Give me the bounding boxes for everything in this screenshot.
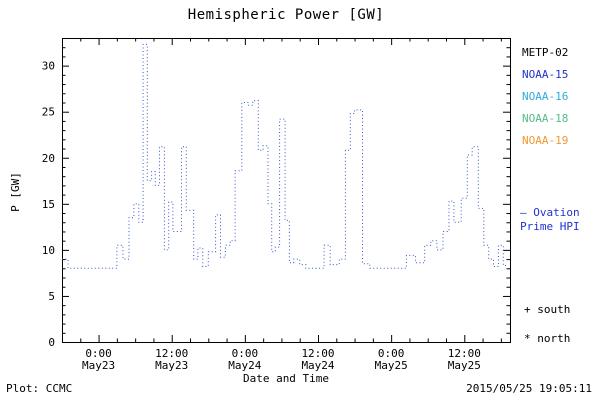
north-marker-legend: * north xyxy=(524,332,570,345)
legend-satellite-noaa-19: NOAA-19 xyxy=(522,134,569,147)
x-tick-time-label: 12:00 xyxy=(448,347,481,360)
tick-labels: 0510152025300:00May2312:00May230:00May24… xyxy=(42,60,481,372)
south-marker-label: south xyxy=(537,303,571,316)
north-marker-label: north xyxy=(537,332,571,345)
legend-satellite-noaa-16: NOAA-16 xyxy=(522,90,569,103)
generation-timestamp: 2015/05/25 19:05:11 xyxy=(466,382,592,395)
y-tick-label: 0 xyxy=(48,336,55,349)
plus-marker-icon: + xyxy=(524,303,531,316)
ovation-label-line-1: — Ovation xyxy=(520,206,580,219)
x-tick-time-label: 0:00 xyxy=(85,347,112,360)
x-tick-time-label: 0:00 xyxy=(232,347,259,360)
x-tick-time-label: 0:00 xyxy=(378,347,405,360)
y-tick-label: 15 xyxy=(42,198,55,211)
x-tick-time-label: 12:00 xyxy=(155,347,188,360)
y-tick-label: 10 xyxy=(42,244,55,257)
y-axis-label: P [GW] xyxy=(9,172,22,212)
x-tick-date-label: May25 xyxy=(375,359,408,372)
legend-satellite-metp-02: METP-02 xyxy=(522,46,569,59)
asterisk-marker-icon: * xyxy=(524,332,531,345)
y-tick-label: 25 xyxy=(42,106,55,119)
legend-satellite-noaa-15: NOAA-15 xyxy=(522,68,569,81)
x-tick-date-label: May24 xyxy=(301,359,334,372)
x-tick-date-label: May23 xyxy=(82,359,115,372)
x-tick-date-label: May25 xyxy=(448,359,481,372)
ovation-prime-hpi-label: — Ovation Prime HPI xyxy=(520,206,580,234)
y-tick-label: 5 xyxy=(48,290,55,303)
south-marker-legend: + south xyxy=(524,303,570,316)
y-tick-label: 30 xyxy=(42,60,55,73)
x-tick-date-label: May24 xyxy=(228,359,261,372)
x-tick-date-label: May23 xyxy=(155,359,188,372)
axis-ticks xyxy=(62,38,510,343)
legend-satellite-noaa-18: NOAA-18 xyxy=(522,112,569,125)
satellite-legend: METP-02 NOAA-15 NOAA-16 NOAA-18 NOAA-19 xyxy=(522,42,568,152)
x-tick-time-label: 12:00 xyxy=(301,347,334,360)
hpi-step-line xyxy=(62,43,508,269)
ovation-label-line-2: Prime HPI xyxy=(520,220,580,233)
x-axis-label: Date and Time xyxy=(242,372,330,385)
axes-frame xyxy=(62,38,511,343)
chart-title: Hemispheric Power [GW] xyxy=(187,7,385,23)
y-tick-label: 20 xyxy=(42,152,55,165)
plot-credit: Plot: CCMC xyxy=(6,382,73,395)
